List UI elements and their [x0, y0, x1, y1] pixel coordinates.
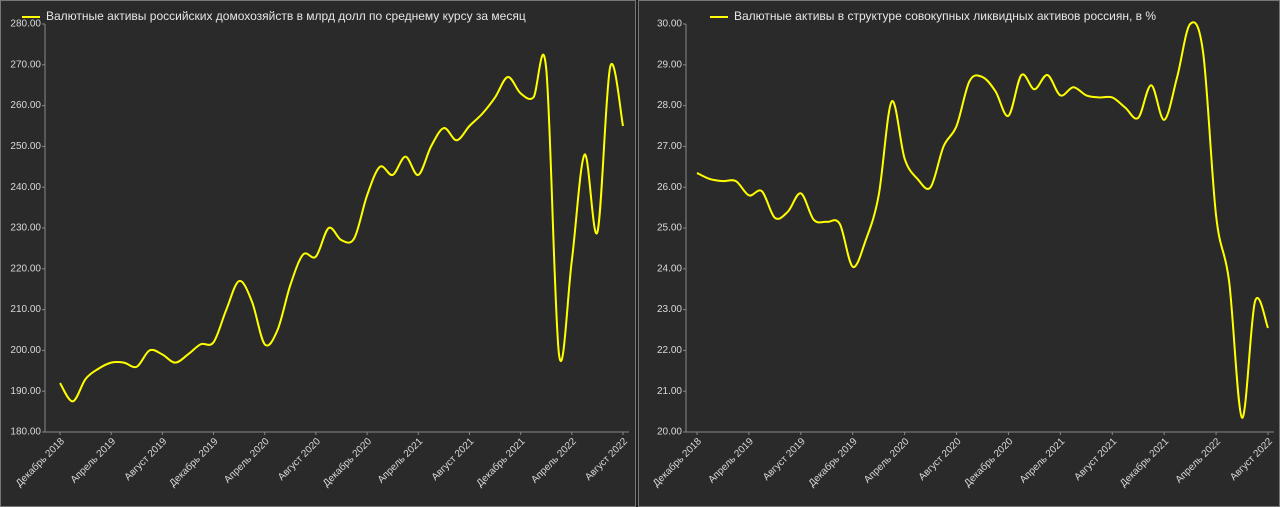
y-tick-label: 220.00 [10, 263, 41, 274]
y-tick-label: 180.00 [10, 427, 41, 438]
y-tick-label: 25.00 [657, 223, 682, 234]
line [696, 21, 1269, 419]
y-tick-label: 210.00 [10, 304, 41, 315]
y-tick-label: 29.00 [657, 59, 682, 70]
y-tick-label: 26.00 [657, 182, 682, 193]
y-tick-label: 270.00 [10, 59, 41, 70]
y-tick-label: 27.00 [657, 141, 682, 152]
y-tick-label: 250.00 [10, 141, 41, 152]
y-tick-label: 22.00 [657, 345, 682, 356]
y-tick-label: 260.00 [10, 100, 41, 111]
y-tick-label: 30.00 [657, 19, 682, 30]
legend-label: Валютные активы российских домохозяйств … [46, 9, 526, 23]
y-tick-label: 200.00 [10, 345, 41, 356]
panel [638, 0, 1280, 507]
y-tick-label: 28.00 [657, 100, 682, 111]
y-tick-label: 230.00 [10, 223, 41, 234]
y-tick-label: 240.00 [10, 182, 41, 193]
y-tick-label: 23.00 [657, 304, 682, 315]
line [59, 53, 624, 403]
legend-label: Валютные активы в структуре совокупных л… [734, 9, 1156, 23]
y-tick-label: 20.00 [657, 427, 682, 438]
y-tick-label: 280.00 [10, 19, 41, 30]
y-tick-label: 190.00 [10, 386, 41, 397]
y-tick-label: 24.00 [657, 263, 682, 274]
y-tick-label: 21.00 [657, 386, 682, 397]
